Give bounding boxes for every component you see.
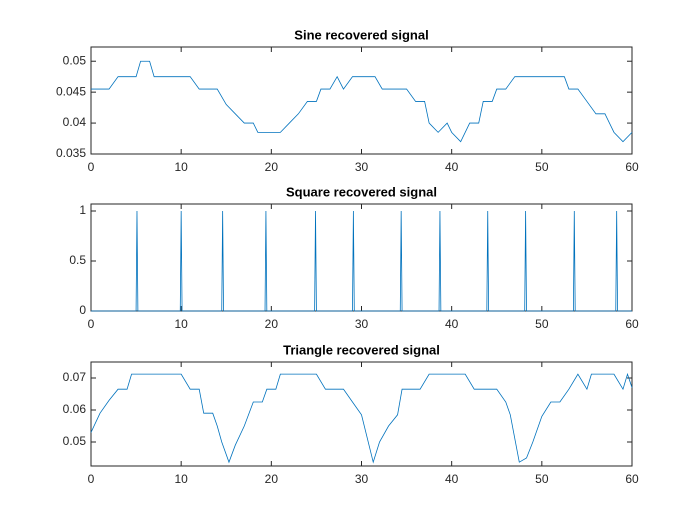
- x-tick-label: 10: [174, 160, 188, 174]
- y-tick-label: 0.05: [63, 434, 87, 448]
- y-tick-label: 0: [79, 303, 86, 317]
- x-tick-label: 20: [265, 160, 279, 174]
- x-tick-label: 0: [88, 160, 95, 174]
- x-tick-label: 40: [445, 472, 459, 486]
- x-tick-label: 0: [88, 317, 95, 331]
- chart-title: Sine recovered signal: [294, 27, 428, 42]
- x-tick-label: 60: [625, 472, 639, 486]
- x-tick-label: 20: [265, 317, 279, 331]
- x-tick-label: 60: [625, 160, 639, 174]
- x-tick-label: 30: [355, 472, 369, 486]
- y-tick-label: 0.035: [56, 146, 86, 160]
- y-tick-label: 0.05: [63, 53, 87, 67]
- y-tick-label: 0.04: [63, 115, 87, 129]
- x-tick-label: 30: [355, 160, 369, 174]
- x-tick-label: 10: [174, 317, 188, 331]
- x-tick-label: 10: [174, 472, 188, 486]
- y-tick-label: 0.06: [63, 402, 87, 416]
- x-tick-label: 60: [625, 317, 639, 331]
- y-tick-label: 0.07: [63, 370, 87, 384]
- y-tick-label: 0.5: [69, 253, 86, 267]
- y-tick-label: 0.045: [56, 84, 86, 98]
- y-tick-label: 1: [79, 203, 86, 217]
- x-tick-label: 40: [445, 317, 459, 331]
- x-tick-label: 0: [88, 472, 95, 486]
- x-tick-label: 50: [535, 472, 549, 486]
- axes-frame: [90, 203, 633, 312]
- axes-frame: [90, 361, 633, 467]
- chart-title: Square recovered signal: [286, 184, 437, 199]
- x-tick-label: 50: [535, 317, 549, 331]
- x-tick-label: 30: [355, 317, 369, 331]
- signal-line: [91, 210, 632, 312]
- axes-frame: [90, 46, 633, 155]
- chart-title: Triangle recovered signal: [283, 342, 440, 357]
- x-tick-label: 20: [265, 472, 279, 486]
- x-tick-label: 50: [535, 160, 549, 174]
- signal-line: [90, 372, 633, 464]
- signal-line: [91, 60, 633, 143]
- x-tick-label: 40: [445, 160, 459, 174]
